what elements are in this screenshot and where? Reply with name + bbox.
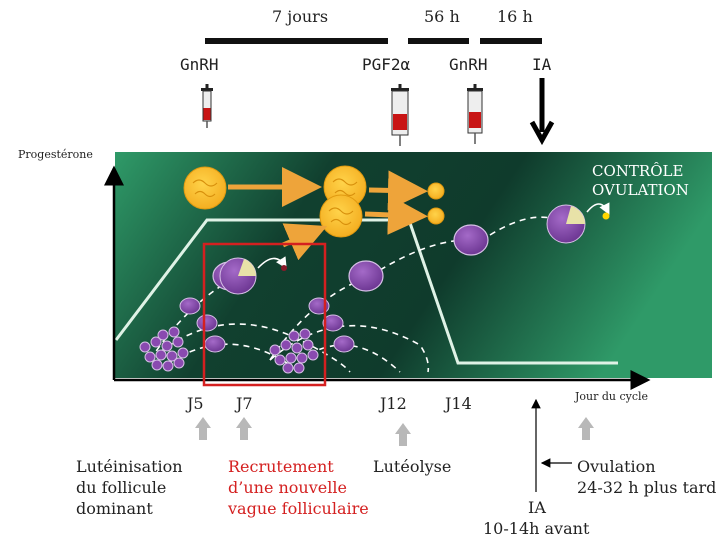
timeline-bars <box>205 38 542 44</box>
y-axis-label: Progestérone <box>18 148 93 161</box>
gray-up-arrows <box>195 417 594 446</box>
panel-note-line2: OVULATION <box>592 181 689 199</box>
injection-label-gnrh-1: GnRH <box>180 55 219 74</box>
syringe-icon <box>467 84 483 144</box>
note-recruitment-line3: vague folliculaire <box>228 499 369 518</box>
day-label-j5: J5 <box>187 394 204 413</box>
injection-label-pgf2a: PGF2α <box>362 55 411 74</box>
day-label-j14: J14 <box>445 394 472 413</box>
note-ovulation: Ovulation 24-32 h plus tard <box>577 456 716 498</box>
injection-label-gnrh-2: GnRH <box>449 55 488 74</box>
ia-arrow-icon <box>529 78 555 146</box>
recruitment-highlight-box <box>202 242 327 387</box>
note-luteinisation-line3: dominant <box>76 499 153 518</box>
panel-note: CONTRÔLE OVULATION <box>592 162 689 200</box>
timeline-label-7-days: 7 jours <box>272 7 329 26</box>
medium-follicles <box>179 297 355 353</box>
syringe-icon <box>201 84 213 128</box>
luteal-progression-arrows <box>228 167 428 261</box>
ovulating-follicle-j5 <box>219 256 287 295</box>
note-recruitment: Recrutement d’une nouvelle vague follicu… <box>228 456 369 519</box>
note-luteinisation-line2: du follicule <box>76 478 167 497</box>
injection-label-ia: IA <box>532 55 552 74</box>
syringe-icon <box>391 84 409 146</box>
note-luteinisation-line1: Lutéinisation <box>76 457 183 476</box>
note-recruitment-line1: Recrutement <box>228 457 334 476</box>
note-ia-timing: 10-14h avant <box>483 519 590 538</box>
day-label-j12: J12 <box>380 394 407 413</box>
follicle-cluster-right <box>269 328 319 374</box>
corpus-luteum-swirls <box>192 178 358 226</box>
note-ia-label: IA <box>528 498 546 517</box>
timeline-label-16h: 16 h <box>497 7 533 26</box>
ia-timing-arrows <box>531 398 572 492</box>
note-luteinisation: Lutéinisation du follicule dominant <box>76 456 183 519</box>
note-luteolysis: Lutéolyse <box>373 457 452 476</box>
day-label-j7: J7 <box>236 394 253 413</box>
note-ovulation-line1: Ovulation <box>577 457 656 476</box>
corpus-luteum-group <box>183 165 445 238</box>
ovulating-follicle-final <box>546 202 610 244</box>
panel-note-line1: CONTRÔLE <box>592 162 684 180</box>
follicle-cluster-left <box>139 326 189 372</box>
timeline-label-56h: 56 h <box>424 7 460 26</box>
x-axis-label: Jour du cycle <box>575 390 649 403</box>
note-ovulation-line2: 24-32 h plus tard <box>577 478 717 497</box>
note-recruitment-line2: d’une nouvelle <box>228 478 347 497</box>
